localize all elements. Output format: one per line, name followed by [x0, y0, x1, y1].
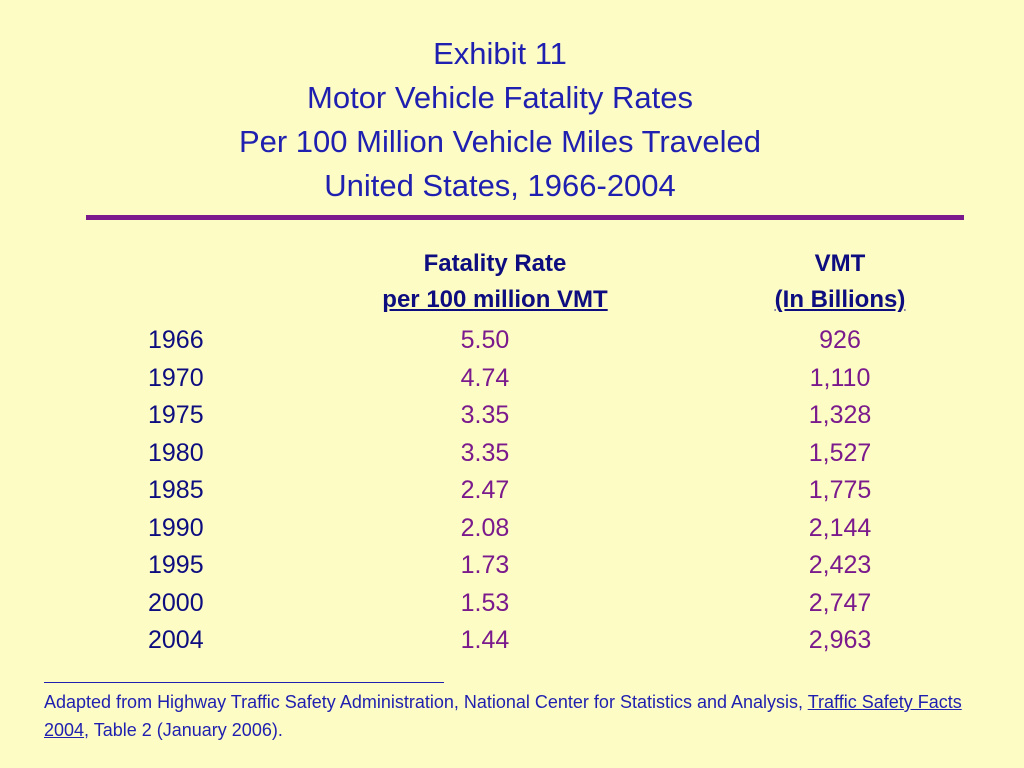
title-scope: United States, 1966-2004 [324, 168, 676, 203]
fatality-rate-cell: 3.35 [460, 438, 510, 467]
column-header-fatality-rate: Fatality Rate per 100 million VMT [340, 246, 650, 318]
vmt-cell: 2,423 [808, 551, 872, 579]
fatality-rate-cell: 5.50 [460, 326, 510, 354]
fatality-rate-cell: 3.35 [460, 401, 510, 429]
vmt-cell: 1,527 [808, 438, 872, 467]
year-cell: 1975 [148, 401, 204, 429]
slide-title: Exhibit 11 Motor Vehicle Fatality Rates … [0, 32, 1000, 208]
fatality-rate-cell: 1.53 [460, 588, 510, 617]
fatality-rate-cell: 2.08 [460, 513, 510, 542]
table-row: 2000 1.53 2,747 [0, 585, 1024, 623]
fatality-rate-cell: 1.44 [460, 626, 510, 654]
vmt-cell: 1,110 [809, 363, 871, 392]
table-row: 1975 3.35 1,328 [0, 397, 1024, 435]
column-header-fatality-rate-label: Fatality Rate [423, 250, 567, 277]
vmt-cell: 2,144 [808, 513, 872, 542]
table-row: 1980 3.35 1,527 [0, 435, 1024, 473]
year-cell: 1980 [148, 438, 204, 467]
column-header-vmt-unit: (In Billions) [774, 286, 906, 313]
vmt-cell: 926 [819, 326, 861, 354]
footnote-text-tail: , Table 2 (January 2006). [84, 720, 283, 740]
column-header-vmt: VMT (In Billions) [740, 246, 940, 318]
table-row: 1970 4.74 1,110 [0, 360, 1024, 398]
vmt-cell: 2,747 [808, 588, 872, 617]
title-exhibit-number: Exhibit 11 [433, 36, 567, 71]
footnote-source-title: Traffic Safety Facts 2004 [44, 692, 962, 740]
year-cell: 2004 [148, 626, 204, 654]
year-cell: 1970 [148, 363, 204, 392]
table-row: 1995 1.73 2,423 [0, 547, 1024, 585]
title-main: Motor Vehicle Fatality Rates [307, 80, 693, 115]
year-cell: 1966 [148, 326, 204, 354]
vmt-cell: 2,963 [808, 626, 872, 654]
table-row: 1990 2.08 2,144 [0, 510, 1024, 548]
year-cell: 2000 [148, 588, 204, 617]
title-divider [86, 215, 964, 220]
footnote-divider [44, 682, 444, 683]
vmt-cell: 1,775 [808, 476, 872, 504]
vmt-cell: 1,328 [808, 401, 872, 429]
column-header-fatality-rate-unit: per 100 million VMT [382, 286, 608, 313]
table-row: 1985 2.47 1,775 [0, 472, 1024, 510]
source-footnote: Adapted from Highway Traffic Safety Admi… [44, 688, 984, 744]
year-cell: 1995 [148, 551, 204, 579]
column-header-vmt-label: VMT [814, 250, 866, 277]
table-row: 1966 5.50 926 [0, 322, 1024, 360]
year-cell: 1990 [148, 513, 204, 542]
fatality-rate-cell: 1.73 [460, 551, 510, 579]
table-row: 2004 1.44 2,963 [0, 622, 1024, 660]
year-cell: 1985 [148, 476, 204, 504]
title-subtitle: Per 100 Million Vehicle Miles Traveled [238, 124, 762, 159]
data-table: 1966 5.50 926 1970 4.74 1,110 1975 3.35 … [0, 322, 1024, 660]
fatality-rate-cell: 2.47 [460, 476, 510, 504]
fatality-rate-cell: 4.74 [460, 363, 510, 392]
footnote-text-lead: Adapted from Highway Traffic Safety Admi… [44, 692, 808, 712]
